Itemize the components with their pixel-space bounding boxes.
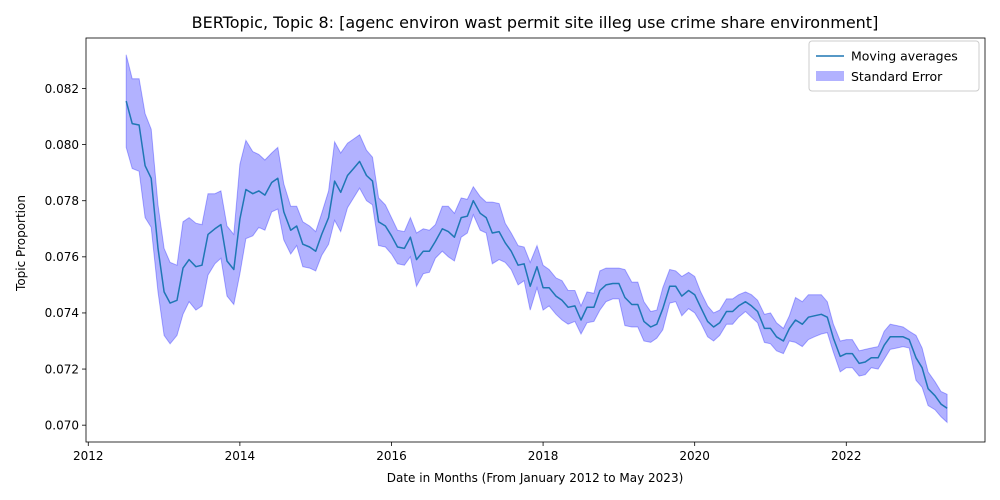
x-tick-label: 2012 — [73, 449, 104, 463]
x-tick-label: 2014 — [225, 449, 256, 463]
axes: 2012 2014 2016 2018 2020 2022 0.070 0.072 0.074 0… — [45, 37, 986, 463]
y-tick-label: 0.074 — [45, 306, 79, 320]
x-tick-label: 2020 — [679, 449, 710, 463]
x-tick-label: 2018 — [528, 449, 559, 463]
moving-average-line — [125, 100, 948, 409]
x-tick-label: 2016 — [376, 449, 407, 463]
x-axis-label: Date in Months (From January 2012 to May… — [387, 471, 684, 485]
x-tick-label: 2022 — [831, 449, 862, 463]
y-tick-label: 0.076 — [45, 250, 79, 264]
legend: Moving averages Standard Error — [808, 40, 980, 92]
band-layer — [125, 54, 948, 424]
y-tick-label: 0.072 — [45, 362, 79, 376]
legend-label-moving-averages: Moving averages — [851, 49, 958, 64]
y-axis-label: Topic Proportion — [14, 195, 28, 292]
legend-frame — [808, 40, 980, 92]
chart-title: BERTopic, Topic 8: [agenc environ wast p… — [192, 13, 879, 32]
y-tick-label: 0.082 — [45, 82, 79, 96]
y-tick-label: 0.078 — [45, 194, 79, 208]
plot-frame — [85, 37, 986, 443]
y-tick-label: 0.070 — [45, 418, 79, 432]
legend-label-standard-error: Standard Error — [851, 69, 943, 84]
line-layer — [125, 100, 948, 409]
y-tick-label: 0.080 — [45, 138, 79, 152]
legend-band-swatch — [816, 71, 844, 81]
standard-error-band — [125, 54, 948, 424]
